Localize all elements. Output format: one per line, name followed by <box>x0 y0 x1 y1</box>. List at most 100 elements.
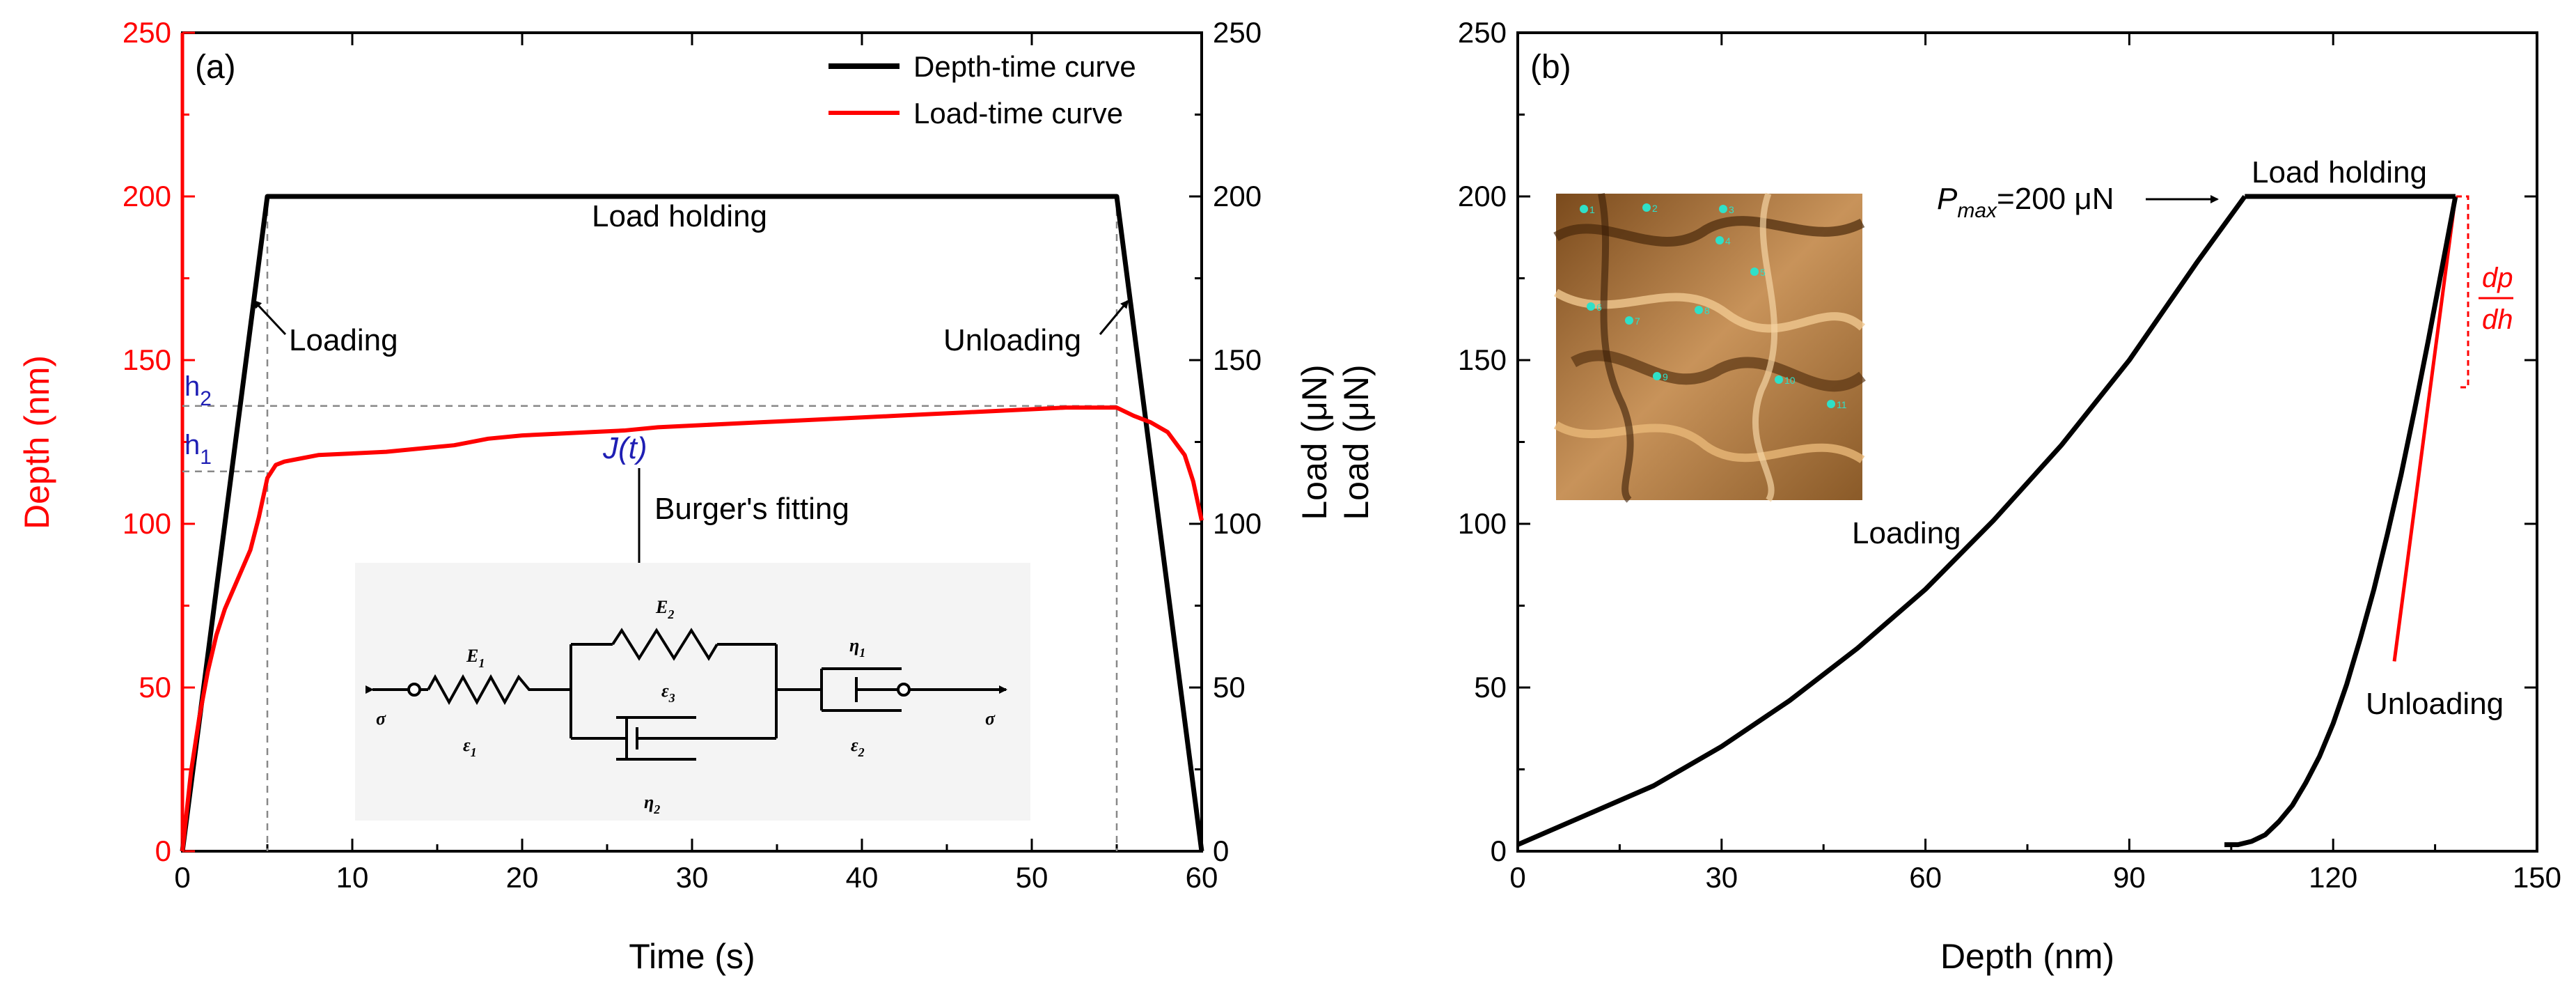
y-tick-label-right-a: 0 <box>1213 834 1229 867</box>
svg-text:dp: dp <box>2482 263 2513 293</box>
afm-marker-label: 6 <box>1596 302 1602 313</box>
panel-a-label: (a) <box>195 49 236 86</box>
x-tick-label-b: 30 <box>1705 861 1738 894</box>
series-line-loading <box>1516 194 2247 847</box>
afm-marker-label: 1 <box>1589 204 1595 215</box>
svg-text:σ: σ <box>985 708 996 729</box>
afm-marker-label: 9 <box>1663 371 1668 382</box>
afm-marker-label: 4 <box>1725 235 1731 247</box>
afm-marker-dot <box>1642 203 1651 212</box>
svg-text:η1: η1 <box>849 635 865 660</box>
panel-a-xlabel: Time (s) <box>629 937 755 976</box>
afm-marker-label: 5 <box>1760 267 1766 278</box>
series-line-unloading <box>2224 196 2458 848</box>
panel-b-xlabel: Depth (nm) <box>1940 937 2114 976</box>
y-tick-label-left-a: 0 <box>155 834 171 867</box>
annotation-load-holding: Load holding <box>592 199 767 233</box>
svg-text:ε2: ε2 <box>851 735 865 759</box>
afm-marker-label: 11 <box>1837 399 1847 410</box>
y-tick-label-b: 0 <box>1491 834 1507 867</box>
svg-text:ε1: ε1 <box>463 735 477 759</box>
panel-b-ticks: 0 30 60 90 120 150 0 50 100 150 200 250 <box>1458 16 2561 894</box>
annotation-load-holding-b: Load holding <box>2252 155 2427 189</box>
y-tick-label-b: 200 <box>1458 180 1507 212</box>
afm-marker-dot <box>1719 205 1727 213</box>
annotation-dpdh: dp dh <box>2456 195 2513 389</box>
afm-marker-dot <box>1580 205 1588 213</box>
x-tick-label-b: 90 <box>2113 861 2146 894</box>
y-tick-label-right-a: 200 <box>1213 180 1262 212</box>
panel-b-tangent-line <box>2392 196 2458 662</box>
annotation-burgers-fitting: Burger's fitting <box>654 492 849 526</box>
afm-indent-markers: 1 2 3 4 5 6 7 8 9 10 11 <box>1580 203 1847 410</box>
annotation-loading-b: Loading <box>1852 516 1961 550</box>
afm-marker-dot <box>1827 400 1835 408</box>
x-tick-label-a: 20 <box>506 861 539 894</box>
svg-text:σ: σ <box>376 708 386 729</box>
svg-text:dh: dh <box>2482 304 2513 335</box>
panel-a-ylabel-right: Load (μN) <box>1295 364 1334 520</box>
annotation-loading-arrow <box>253 300 287 336</box>
afm-marker-label: 3 <box>1729 204 1734 215</box>
afm-marker-dot <box>1695 306 1703 314</box>
h1-label: h1 <box>184 430 212 469</box>
afm-marker-label: 7 <box>1635 316 1640 327</box>
annotation-pmax: Pmax=200 μN <box>1937 182 2114 222</box>
x-tick-label-a: 10 <box>336 861 369 894</box>
panel-a-series <box>180 194 1204 852</box>
x-tick-label-a: 50 <box>1016 861 1049 894</box>
y-tick-label-left-a: 50 <box>139 671 171 704</box>
legend-label-load: Load-time curve <box>913 97 1123 130</box>
y-tick-label-right-a: 150 <box>1213 343 1262 376</box>
panel-b-chart: 0 30 60 90 120 150 0 50 100 150 200 250 1 2 3 4 5 6 7 8 9 10… <box>1458 16 2561 976</box>
burgers-model-diagram: E1 E2 η1 η2 ε1 ε2 ε3 σ σ <box>355 563 1030 821</box>
afm-marker-dot <box>1587 302 1595 311</box>
panel-a-chart: 0 10 20 30 40 50 60050100150200250050100150200… <box>17 16 1376 976</box>
panel-b-series <box>1516 194 2458 848</box>
y-tick-label-right-a: 100 <box>1213 507 1262 540</box>
annotation-jt: J(t) <box>602 431 647 465</box>
afm-marker-label: 2 <box>1652 203 1658 214</box>
afm-marker-label: 8 <box>1704 305 1710 316</box>
y-tick-label-left-a: 150 <box>123 343 171 376</box>
y-tick-label-right-a: 50 <box>1213 671 1246 704</box>
x-tick-label-a: 0 <box>174 861 190 894</box>
y-tick-label-b: 50 <box>1474 671 1507 704</box>
y-tick-label-b: 150 <box>1458 343 1507 376</box>
y-tick-label-right-a: 250 <box>1213 16 1262 49</box>
afm-marker-dot <box>1653 372 1661 380</box>
panel-a-ticks: 0 10 20 30 40 50 60050100150200250050100150200… <box>123 16 1262 894</box>
panel-b-label: (b) <box>1530 49 1571 86</box>
y-tick-label-b: 250 <box>1458 16 1507 49</box>
x-tick-label-b: 0 <box>1509 861 1525 894</box>
afm-marker-dot <box>1750 267 1759 276</box>
svg-text:E1: E1 <box>466 646 485 670</box>
panel-a-reference-lines <box>182 196 1118 851</box>
annotation-unloading: Unloading <box>943 323 1081 357</box>
x-tick-label-b: 120 <box>2309 861 2357 894</box>
afm-marker-dot <box>1625 316 1633 325</box>
afm-marker-dot <box>1775 375 1783 384</box>
svg-text:η2: η2 <box>644 792 660 816</box>
annotation-unloading-arrow <box>1099 300 1129 335</box>
x-tick-label-a: 60 <box>1186 861 1218 894</box>
y-tick-label-left-a: 100 <box>123 507 171 540</box>
svg-text:E2: E2 <box>655 597 674 621</box>
annotation-loading: Loading <box>289 323 398 357</box>
x-tick-label-a: 30 <box>676 861 709 894</box>
y-tick-label-left-a: 250 <box>123 16 171 49</box>
series-line-load-time-curve <box>180 405 1204 852</box>
x-tick-label-b: 60 <box>1909 861 1942 894</box>
burgers-model-background <box>355 563 1030 821</box>
svg-text:ε3: ε3 <box>661 681 675 705</box>
afm-marker-dot <box>1715 236 1724 244</box>
y-tick-label-b: 100 <box>1458 507 1507 540</box>
h2-label: h2 <box>184 371 212 410</box>
panel-a-ylabel-right-repeat: Load (μN) <box>1337 364 1376 520</box>
panel-a-legend: Depth-time curve Load-time curve <box>828 50 1136 130</box>
x-tick-label-a: 40 <box>846 861 879 894</box>
afm-marker-label: 10 <box>1784 375 1796 386</box>
legend-label-depth: Depth-time curve <box>913 50 1136 83</box>
afm-inset-image: 1 2 3 4 5 6 7 8 9 10 11 <box>1553 192 1866 503</box>
